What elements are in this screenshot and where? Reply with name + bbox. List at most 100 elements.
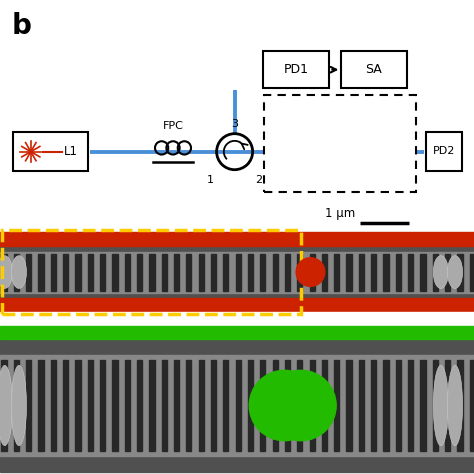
Ellipse shape	[0, 365, 12, 446]
Bar	[420, 254, 426, 291]
Bar	[88, 254, 93, 291]
Bar	[310, 254, 315, 291]
Bar	[383, 360, 389, 451]
Bar	[125, 254, 130, 291]
Bar	[322, 254, 327, 291]
Bar	[371, 360, 376, 451]
Bar	[0, 0, 474, 230]
Bar	[149, 254, 155, 291]
Bar	[334, 360, 339, 451]
Ellipse shape	[447, 365, 463, 446]
Ellipse shape	[433, 365, 448, 446]
Bar	[271, 107, 406, 126]
Bar	[1, 254, 7, 291]
Bar	[273, 360, 278, 451]
Bar	[457, 360, 463, 451]
Bar	[346, 360, 352, 451]
Text: PD2: PD2	[433, 146, 455, 156]
Bar	[26, 360, 31, 451]
Bar	[199, 360, 204, 451]
Bar	[174, 360, 179, 451]
Bar	[445, 254, 450, 291]
Bar	[334, 254, 339, 291]
Bar	[0, 298, 474, 312]
Bar	[137, 360, 142, 451]
Bar	[14, 254, 19, 291]
Bar	[0, 312, 474, 326]
Bar	[88, 360, 93, 451]
Bar	[236, 360, 241, 451]
Bar	[408, 360, 413, 451]
Bar	[199, 254, 204, 291]
Bar	[137, 254, 142, 291]
Ellipse shape	[447, 255, 463, 289]
Bar	[38, 360, 44, 451]
Bar	[420, 360, 426, 451]
Bar	[341, 51, 407, 88]
Bar	[0, 355, 474, 456]
Bar	[75, 360, 81, 451]
Bar	[396, 254, 401, 291]
Bar	[0, 252, 474, 292]
Bar	[426, 132, 462, 171]
Bar	[100, 254, 105, 291]
Bar	[248, 254, 253, 291]
Text: 2: 2	[255, 175, 262, 185]
Bar	[149, 360, 155, 451]
Text: 1 μm: 1 μm	[325, 208, 356, 220]
Bar	[14, 360, 19, 451]
Bar	[457, 254, 463, 291]
Text: 1: 1	[207, 175, 214, 185]
Bar	[263, 51, 329, 88]
Bar	[0, 339, 474, 472]
Circle shape	[266, 370, 336, 441]
Bar	[371, 254, 376, 291]
Bar	[408, 254, 413, 291]
Text: FPC: FPC	[163, 120, 183, 131]
Bar	[359, 360, 364, 451]
Bar	[51, 254, 56, 291]
Bar	[211, 360, 216, 451]
Bar	[112, 254, 118, 291]
Bar	[162, 360, 167, 451]
Bar	[310, 360, 315, 451]
Bar	[260, 360, 265, 451]
Bar	[1, 360, 7, 451]
Bar	[264, 95, 416, 192]
Bar	[297, 360, 302, 451]
Bar	[359, 254, 364, 291]
Bar	[63, 360, 68, 451]
Text: PD1: PD1	[284, 63, 309, 76]
Bar	[2, 230, 301, 314]
Bar	[112, 360, 118, 451]
Bar	[433, 360, 438, 451]
Bar	[470, 254, 474, 291]
Bar	[433, 254, 438, 291]
Bar	[0, 326, 474, 339]
Bar	[346, 254, 352, 291]
Ellipse shape	[433, 255, 448, 289]
Bar	[162, 254, 167, 291]
Text: 3: 3	[231, 119, 238, 129]
Bar	[223, 360, 228, 451]
Bar	[470, 360, 474, 451]
Bar	[383, 254, 389, 291]
Bar	[248, 360, 253, 451]
Bar	[13, 132, 88, 171]
Bar	[285, 254, 290, 291]
Bar	[186, 254, 191, 291]
Bar	[297, 254, 302, 291]
Circle shape	[249, 370, 319, 441]
Bar	[322, 360, 327, 451]
Bar	[285, 360, 290, 451]
Bar	[445, 360, 450, 451]
Bar	[260, 254, 265, 291]
Bar	[38, 254, 44, 291]
Text: b: b	[12, 12, 32, 40]
Bar	[100, 360, 105, 451]
Ellipse shape	[11, 365, 27, 446]
Text: SA: SA	[365, 63, 383, 76]
Bar	[236, 254, 241, 291]
Ellipse shape	[0, 255, 12, 289]
Bar	[223, 254, 228, 291]
